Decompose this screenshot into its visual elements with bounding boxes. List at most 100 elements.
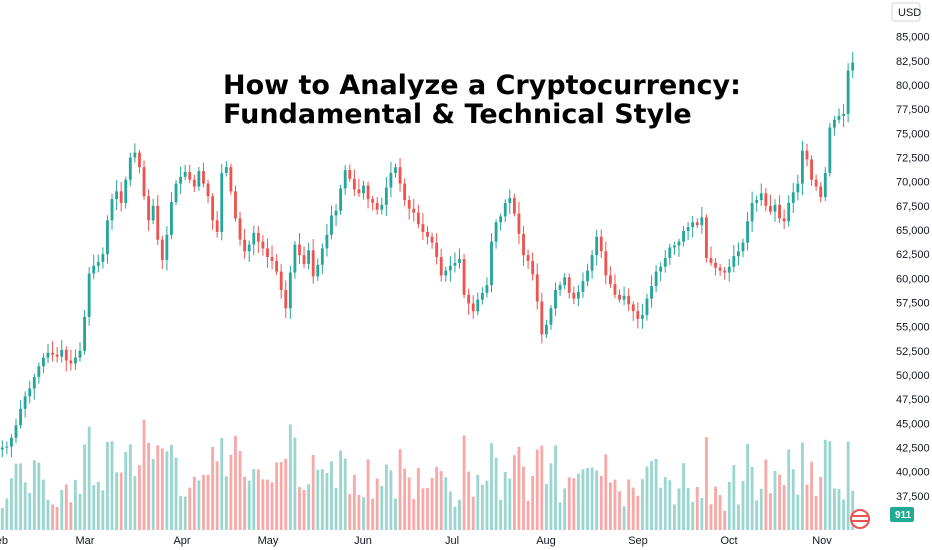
candle-body [590, 255, 594, 271]
candle-body [179, 176, 183, 184]
candle-body [334, 210, 338, 216]
volume-bar [430, 477, 434, 530]
candle-body [672, 245, 676, 248]
volume-bar [298, 486, 301, 530]
volume-bar [110, 441, 114, 530]
tradingview-logo-icon[interactable] [850, 509, 870, 529]
candle-body [549, 308, 553, 325]
volume-bar [0, 508, 4, 530]
volume-bar [558, 502, 562, 530]
candle-body [581, 281, 585, 292]
candle-body [394, 167, 397, 173]
volume-bar [357, 494, 361, 530]
volume-bar [14, 463, 18, 530]
candle-body [467, 294, 471, 304]
volume-bar [782, 484, 786, 530]
volume-bar [389, 470, 393, 530]
volume-bar [471, 496, 475, 530]
candle-body [412, 208, 416, 213]
volume-bar [686, 488, 690, 530]
volume-bar [343, 458, 347, 530]
volume-bar [512, 455, 516, 530]
volume-bar [234, 435, 237, 530]
candle-body [837, 115, 841, 120]
volume-bar [448, 491, 452, 530]
volume-bar [590, 467, 594, 530]
candle-body [298, 244, 301, 256]
candle-body [613, 284, 617, 295]
price-axis-tick: 65,000 [896, 225, 930, 237]
candle-body [266, 248, 269, 258]
volume-bar [494, 457, 498, 530]
volume-bar [526, 500, 530, 530]
candle-body [714, 262, 717, 268]
candle-body [375, 202, 379, 210]
candle-body [170, 201, 173, 235]
candle-body [348, 170, 352, 179]
candle-body [851, 62, 855, 71]
volume-bar [394, 498, 397, 530]
candle-body [439, 257, 443, 276]
candle-body [567, 277, 571, 293]
volume-bar [586, 468, 589, 530]
candle-body [115, 191, 119, 200]
candle-body [727, 266, 731, 273]
price-axis-tick: 57,500 [896, 298, 930, 310]
candle-body [448, 265, 452, 271]
candle-body [801, 150, 804, 184]
candle-body [311, 250, 315, 277]
candle-body [234, 191, 237, 219]
volume-bar [215, 461, 219, 530]
currency-selector[interactable]: USD [891, 2, 921, 22]
volume-bar [435, 466, 439, 530]
volume-bar [46, 499, 50, 530]
volume-bar [288, 424, 292, 530]
volume-bar [42, 479, 45, 530]
current-price-badge: 911 [890, 507, 914, 522]
candle-body [133, 152, 137, 158]
volume-bar [801, 442, 804, 530]
candle-body [371, 199, 375, 203]
volume-bar [5, 498, 9, 530]
candle-body [202, 171, 205, 184]
time-axis-label: Jun [354, 535, 372, 547]
volume-bar [581, 469, 585, 530]
volume-bar [668, 480, 672, 530]
candle-body [540, 301, 544, 335]
price-axis-tick: 62,500 [896, 249, 930, 261]
volume-bar [531, 475, 535, 530]
volume-bar [206, 474, 210, 530]
volume-bar [339, 450, 343, 530]
volume-bar [833, 488, 836, 530]
volume-bar [74, 479, 77, 530]
volume-bar [51, 504, 54, 530]
volume-bar [247, 480, 251, 530]
volume-bar [421, 488, 425, 530]
candle-body [695, 222, 699, 226]
volume-bar [151, 458, 155, 530]
volume-bar [32, 460, 36, 530]
candle-body [403, 183, 407, 201]
volume-bar [814, 495, 818, 530]
candle-body [192, 179, 196, 187]
volume-bar [640, 479, 644, 530]
volume-bars [0, 419, 855, 530]
candle-body [14, 425, 18, 438]
volume-bar [599, 475, 603, 530]
candle-body [636, 311, 640, 319]
candle-body [42, 357, 45, 367]
volume-bar [485, 480, 489, 530]
volume-bar [325, 473, 329, 530]
candle-body [691, 222, 695, 228]
candle-body [366, 185, 370, 200]
volume-bar [613, 479, 617, 530]
volume-bar [64, 484, 68, 530]
candle-body [426, 231, 429, 237]
candle-body [416, 212, 420, 225]
volume-bar [631, 487, 635, 530]
volume-bar [659, 487, 663, 530]
volume-bar [787, 449, 791, 530]
candle-body [572, 292, 576, 299]
volume-bar [544, 484, 548, 530]
